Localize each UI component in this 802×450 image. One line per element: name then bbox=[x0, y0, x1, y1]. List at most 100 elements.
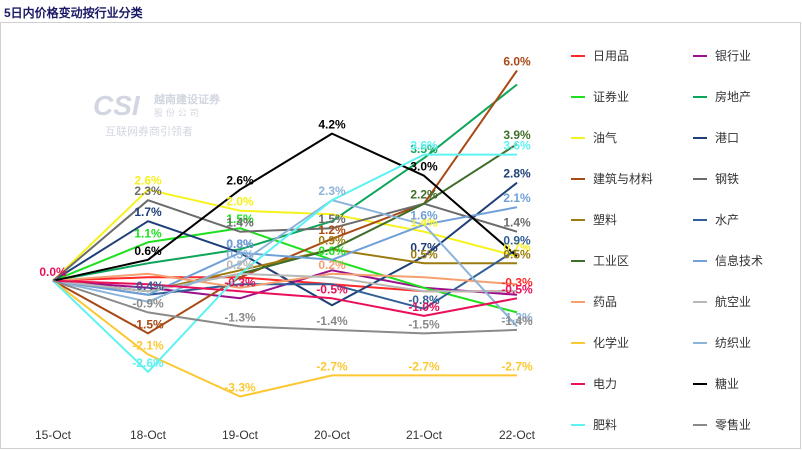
legend-item: 肥料 bbox=[571, 418, 617, 432]
data-label: -0.8% bbox=[408, 293, 440, 307]
legend-item: 糖业 bbox=[693, 376, 739, 391]
legend-label: 建筑与材料 bbox=[593, 171, 653, 186]
legend-item: 零售业 bbox=[693, 417, 751, 432]
data-label: -0.3% bbox=[501, 275, 533, 289]
series-line-13 bbox=[52, 272, 518, 289]
legend-label: 证券业 bbox=[593, 89, 629, 104]
data-label: 2.6% bbox=[226, 174, 254, 188]
legend-label: 港口 bbox=[715, 131, 739, 145]
data-label: 3.5% bbox=[410, 142, 438, 156]
legend-label: 油气 bbox=[593, 130, 617, 145]
x-tick-label: 20-Oct bbox=[314, 428, 351, 442]
series-line-4 bbox=[52, 83, 518, 282]
legend-item: 水产 bbox=[693, 213, 739, 227]
data-label: 2.3% bbox=[134, 184, 162, 198]
data-label: 1.4% bbox=[503, 216, 531, 230]
data-label: -2.6% bbox=[132, 356, 164, 370]
data-label: -1.4% bbox=[501, 314, 533, 328]
legend-label: 水产 bbox=[715, 213, 739, 227]
data-label: 0.8% bbox=[226, 237, 254, 251]
series-line-16 bbox=[52, 199, 518, 328]
data-label: -2.1% bbox=[132, 338, 164, 352]
data-label: 2.6% bbox=[134, 174, 162, 188]
data-label: 1.5% bbox=[318, 212, 346, 226]
series-line-7 bbox=[52, 69, 518, 335]
watermark-logo-text: CSI bbox=[93, 90, 141, 121]
data-label: -2.7% bbox=[316, 359, 348, 373]
data-label: 0.7% bbox=[503, 240, 531, 254]
data-label: 0.6% bbox=[318, 244, 346, 258]
data-label: 0.2% bbox=[318, 258, 346, 272]
data-label: -1.0% bbox=[408, 300, 440, 314]
data-label: -1.3% bbox=[224, 310, 256, 324]
legend-item: 日用品 bbox=[571, 49, 629, 63]
x-tick-label: 18-Oct bbox=[130, 428, 167, 442]
data-label: -2.7% bbox=[501, 359, 533, 373]
data-label: 1.1% bbox=[134, 226, 162, 240]
legend-item: 港口 bbox=[693, 131, 739, 145]
data-label: -0.4% bbox=[132, 279, 164, 293]
data-label: 3.6% bbox=[503, 139, 531, 153]
data-label: 3.0% bbox=[410, 160, 438, 174]
data-label: -0.5% bbox=[316, 282, 348, 296]
series-line-3 bbox=[52, 227, 518, 314]
watermark-slogan: 互联网券商引领者 bbox=[105, 124, 193, 138]
legend-label: 糖业 bbox=[715, 376, 739, 391]
data-label: 6.0% bbox=[503, 55, 531, 69]
data-label: -1.4% bbox=[316, 314, 348, 328]
legend-item: 电力 bbox=[571, 377, 617, 391]
data-label: 2.3% bbox=[318, 184, 346, 198]
chart-frame: CSI 越南建设证券 股 份 公 司 互联网券商引领者 -0.3% 1.1% 1.5… bbox=[0, 22, 801, 449]
series-line-12 bbox=[52, 206, 518, 296]
legend-item: 信息技术 bbox=[693, 253, 763, 268]
data-label: 0.8% bbox=[226, 237, 254, 251]
data-label: 0.5% bbox=[410, 247, 438, 261]
legend-item: 建筑与材料 bbox=[571, 171, 653, 186]
x-tick-label: 15-Oct bbox=[35, 428, 72, 442]
data-label: 0.5% bbox=[226, 247, 254, 261]
legend-label: 工业区 bbox=[593, 254, 629, 268]
data-label: -0.3% bbox=[224, 275, 256, 289]
x-tick-label: 21-Oct bbox=[406, 428, 443, 442]
series-line-5 bbox=[52, 188, 518, 282]
series-line-17 bbox=[52, 279, 518, 317]
data-label: 2.8% bbox=[503, 167, 531, 181]
legend-item: 油气 bbox=[571, 130, 617, 145]
data-label: 3.6% bbox=[410, 139, 438, 153]
data-label: -0.5% bbox=[501, 282, 533, 296]
legend-item: 化学业 bbox=[571, 335, 629, 350]
watermark-logo: CSI 越南建设证券 股 份 公 司 互联网券商引领者 bbox=[93, 90, 221, 138]
series-line-8 bbox=[52, 199, 518, 282]
series-line-15 bbox=[52, 280, 517, 398]
legend-label: 肥料 bbox=[593, 418, 617, 432]
series-line-6 bbox=[52, 181, 518, 307]
legend-label: 银行业 bbox=[715, 49, 751, 63]
legend-label: 信息技术 bbox=[715, 253, 763, 268]
legend-label: 航空业 bbox=[715, 294, 751, 309]
data-label: 2.0% bbox=[226, 195, 254, 209]
legend-item: 航空业 bbox=[693, 294, 751, 309]
data-label: 0.2% bbox=[226, 258, 254, 272]
data-label: 1.7% bbox=[134, 205, 162, 219]
legend-item: 银行业 bbox=[693, 49, 751, 63]
data-label: 3.9% bbox=[503, 128, 531, 142]
legend-label: 电力 bbox=[593, 377, 617, 391]
legend-label: 化学业 bbox=[593, 335, 629, 350]
x-tick-label: 19-Oct bbox=[222, 428, 259, 442]
data-label: 2.1% bbox=[503, 191, 531, 205]
data-label: -3.3% bbox=[224, 380, 256, 394]
data-label: -1.5% bbox=[408, 317, 440, 331]
series-line-14 bbox=[52, 272, 517, 293]
data-label: 0.9% bbox=[318, 233, 346, 247]
legend-item: 工业区 bbox=[571, 254, 629, 268]
data-label: 1.2% bbox=[318, 223, 346, 237]
data-label: 0.0% bbox=[39, 265, 67, 279]
data-label: -2.7% bbox=[408, 359, 440, 373]
series-line-19 bbox=[52, 153, 517, 373]
legend-item: 房地产 bbox=[693, 89, 751, 104]
series-line-11 bbox=[52, 143, 518, 293]
data-label: 0.5% bbox=[503, 247, 531, 261]
line-chart: CSI 越南建设证券 股 份 公 司 互联网券商引领者 -0.3% 1.1% 1.5… bbox=[35, 49, 763, 442]
data-label: 0.9% bbox=[503, 233, 531, 247]
legend-label: 钢铁 bbox=[715, 172, 739, 186]
